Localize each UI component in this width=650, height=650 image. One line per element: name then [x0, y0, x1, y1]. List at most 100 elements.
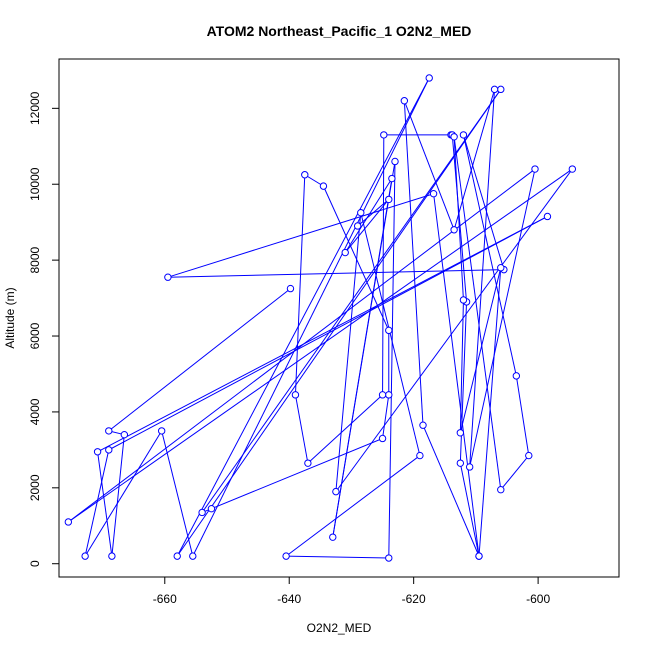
data-point	[490, 85, 499, 94]
y-tick-label: 0	[28, 560, 42, 567]
data-point	[385, 554, 393, 562]
x-tick-label: -620	[402, 592, 426, 606]
data-point	[357, 208, 365, 217]
data-point	[459, 296, 468, 304]
series-segment	[344, 178, 393, 253]
data-point	[459, 131, 468, 139]
y-tick-label: 8000	[28, 246, 42, 273]
series-segment	[161, 430, 194, 557]
series-segment	[478, 267, 502, 557]
series-segment	[68, 168, 573, 523]
series-points	[64, 74, 577, 562]
data-point	[429, 190, 438, 198]
series-segment	[388, 161, 396, 559]
series-segment	[97, 216, 548, 453]
y-tick-label: 4000	[28, 398, 42, 425]
series-segment	[453, 89, 496, 230]
series-segment	[211, 438, 383, 510]
data-point	[105, 446, 113, 454]
data-point	[450, 226, 458, 234]
data-point	[286, 284, 295, 293]
series-segment	[335, 168, 573, 492]
series-segment	[453, 136, 502, 490]
data-point	[319, 182, 328, 190]
data-point	[108, 552, 116, 560]
data-point	[419, 421, 427, 429]
data-point	[353, 222, 362, 230]
series-segment	[108, 288, 291, 432]
series-segment	[360, 212, 421, 456]
data-point	[304, 459, 312, 467]
x-axis-label: O2N2_MED	[307, 621, 372, 635]
data-point	[157, 427, 166, 435]
data-point	[329, 533, 337, 541]
data-point	[207, 504, 216, 513]
data-point	[81, 552, 89, 560]
x-tick-label: -660	[153, 592, 177, 606]
data-point	[400, 97, 409, 105]
series-segment	[500, 455, 530, 491]
x-tick-label: -640	[277, 592, 301, 606]
data-point	[198, 508, 206, 517]
series-segment	[167, 193, 434, 278]
data-point	[497, 264, 505, 272]
series-segment	[97, 451, 113, 557]
data-point	[531, 165, 539, 173]
y-axis-label: Altitude (m)	[3, 287, 17, 348]
series-segment	[459, 463, 480, 557]
data-point	[525, 451, 533, 460]
data-point	[341, 248, 349, 257]
series-segment	[403, 100, 424, 426]
y-axis: 0 2000 4000 6000 8000 10000 12000	[28, 91, 60, 567]
series-segment	[422, 425, 480, 557]
data-point	[385, 391, 393, 399]
series-segment	[294, 394, 309, 464]
data-point	[456, 429, 465, 437]
series-segment	[111, 434, 125, 557]
series-segment	[357, 199, 390, 227]
data-point	[450, 133, 458, 141]
data-point	[120, 430, 129, 439]
y-tick-label: 6000	[28, 322, 42, 349]
data-point	[164, 273, 172, 281]
data-point	[291, 391, 300, 399]
series-segment	[84, 449, 110, 557]
data-point	[416, 451, 424, 460]
series-segment	[335, 212, 362, 492]
series-segment	[515, 375, 530, 456]
data-point	[385, 195, 393, 204]
data-point	[189, 552, 197, 560]
series-segment	[84, 430, 163, 557]
series-segment	[322, 185, 390, 331]
series-segment	[176, 77, 430, 557]
data-point	[93, 448, 102, 456]
data-point	[497, 85, 505, 94]
y-tick-label: 2000	[28, 474, 42, 501]
series-lines	[68, 77, 573, 559]
series-segment	[453, 136, 464, 301]
data-point	[512, 372, 521, 380]
series-segment	[201, 89, 502, 513]
data-point	[173, 552, 181, 560]
series-segment	[462, 134, 505, 270]
series-segment	[459, 267, 502, 433]
data-point	[475, 552, 483, 560]
x-axis: -660 -640 -620 -600	[153, 576, 550, 606]
data-point	[332, 487, 340, 496]
series-segment	[285, 455, 421, 557]
series-segment	[167, 269, 504, 278]
chart-title: ATOM2 Northeast_Pacific_1 O2N2_MED	[207, 23, 472, 39]
series-segment	[462, 134, 517, 376]
series-segment	[382, 134, 385, 395]
series-segment	[332, 178, 393, 538]
data-point	[568, 165, 577, 173]
series-segment	[307, 394, 383, 464]
data-point	[497, 486, 505, 494]
data-point	[378, 434, 387, 443]
data-point	[64, 518, 73, 526]
series-segment	[403, 100, 455, 230]
series-segment	[286, 555, 389, 559]
data-point	[388, 174, 396, 183]
y-tick-label: 10000	[28, 167, 42, 201]
series-segment	[469, 168, 536, 468]
